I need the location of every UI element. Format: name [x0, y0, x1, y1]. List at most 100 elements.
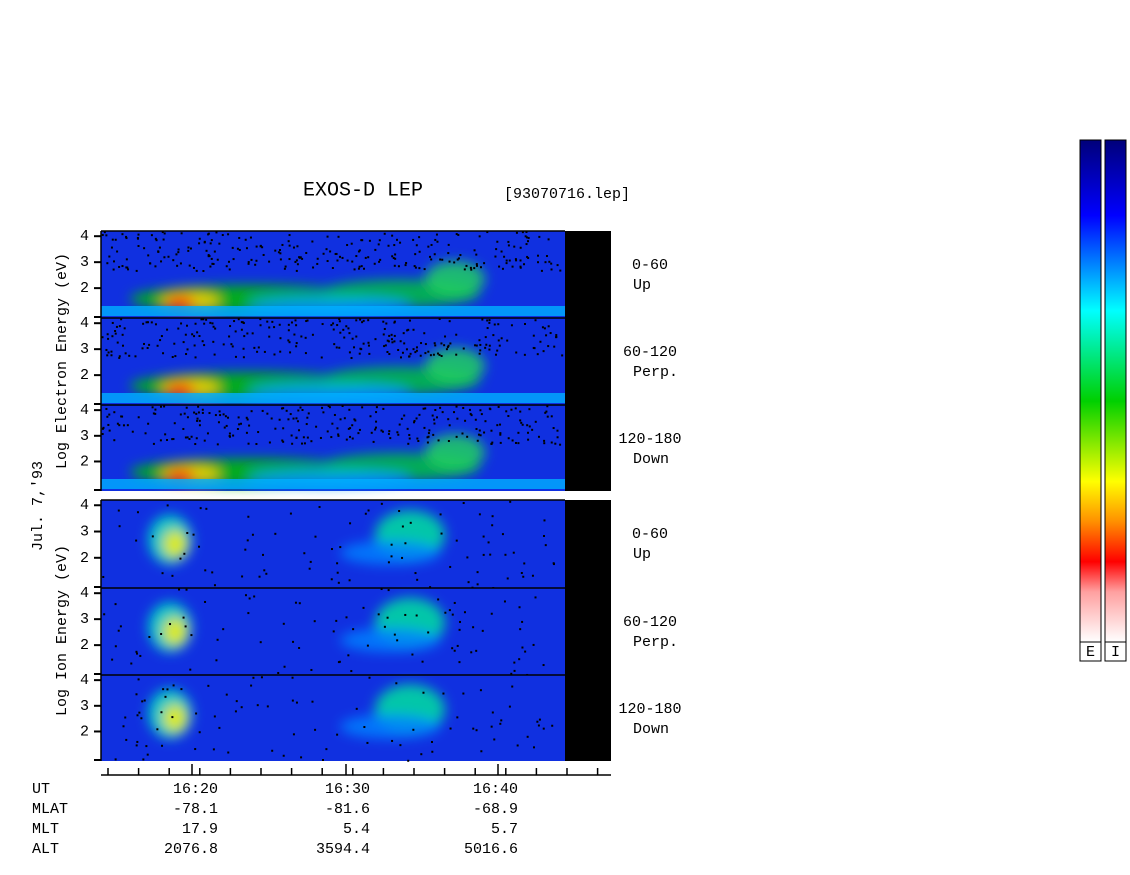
noise-pixel [393, 633, 396, 636]
noise-pixel [301, 408, 304, 411]
noise-pixel [390, 555, 393, 558]
noise-pixel [333, 413, 336, 416]
noise-pixel [225, 693, 228, 696]
noise-pixel [337, 434, 340, 437]
noise-pixel [234, 355, 237, 358]
noise-pixel [413, 265, 416, 268]
noise-pixel [139, 654, 142, 657]
noise-pixel [179, 413, 182, 416]
noise-pixel [390, 338, 393, 341]
noise-pixel [513, 661, 516, 664]
noise-pixel [427, 435, 430, 438]
noise-pixel [478, 429, 481, 432]
noise-pixel [198, 545, 201, 548]
y-tick-label: 2 [80, 453, 89, 470]
noise-pixel [117, 629, 120, 632]
noise-pixel [383, 345, 386, 348]
noise-pixel [268, 441, 271, 444]
noise-pixel [184, 436, 187, 439]
noise-pixel [516, 744, 519, 747]
noise-pixel [427, 245, 430, 248]
noise-pixel [455, 405, 458, 408]
noise-pixel [465, 264, 468, 267]
color-bar-label: E [1086, 644, 1095, 661]
y-tick-label: 2 [80, 280, 89, 297]
noise-pixel [295, 324, 298, 327]
noise-pixel [209, 265, 212, 268]
noise-pixel [499, 432, 502, 435]
noise-pixel [433, 422, 436, 425]
noise-pixel [456, 716, 459, 719]
noise-pixel [472, 727, 475, 730]
noise-pixel [232, 434, 235, 437]
noise-pixel [261, 553, 264, 556]
noise-pixel [333, 343, 336, 346]
noise-pixel [308, 567, 311, 570]
noise-pixel [110, 246, 113, 249]
orbit-value: -68.9 [473, 801, 518, 818]
noise-pixel [215, 659, 218, 662]
noise-pixel [179, 557, 182, 560]
noise-pixel [228, 335, 231, 338]
noise-pixel [158, 246, 161, 249]
noise-pixel [318, 505, 321, 508]
noise-pixel [519, 265, 522, 268]
noise-pixel [232, 258, 235, 261]
noise-pixel [290, 434, 293, 437]
noise-pixel [263, 569, 266, 572]
noise-pixel [110, 354, 113, 357]
noise-pixel [487, 541, 490, 544]
noise-pixel [423, 268, 426, 271]
noise-pixel [295, 345, 298, 348]
noise-pixel [548, 260, 551, 263]
noise-pixel [339, 331, 342, 334]
noise-pixel [488, 321, 491, 324]
noise-pixel [171, 356, 174, 359]
noise-pixel [415, 346, 418, 349]
noise-pixel [506, 577, 509, 580]
noise-pixel [119, 625, 122, 628]
color-bar-label-box [1104, 641, 1127, 662]
noise-pixel [279, 337, 282, 340]
noise-pixel [479, 266, 482, 269]
noise-pixel [389, 437, 392, 440]
noise-pixel [150, 234, 153, 237]
noise-pixel [553, 345, 556, 348]
noise-pixel [225, 265, 228, 268]
noise-pixel [388, 353, 391, 356]
noise-pixel [192, 266, 195, 269]
flux-region [163, 530, 187, 558]
noise-pixel [330, 436, 333, 439]
noise-pixel [350, 242, 353, 245]
noise-pixel [185, 588, 188, 591]
noise-pixel [313, 620, 316, 623]
noise-pixel [294, 601, 297, 604]
noise-pixel [218, 726, 221, 729]
noise-pixel [470, 268, 473, 271]
noise-pixel [247, 262, 250, 265]
noise-pixel [507, 240, 510, 243]
noise-pixel [173, 422, 176, 425]
noise-pixel [478, 235, 481, 238]
noise-pixel [325, 248, 328, 251]
noise-pixel [415, 349, 418, 352]
noise-pixel [204, 600, 207, 603]
noise-pixel [346, 259, 349, 262]
noise-pixel [212, 262, 215, 265]
noise-pixel [159, 339, 162, 342]
noise-pixel [134, 355, 137, 358]
y-tick-label: 3 [80, 523, 89, 540]
noise-pixel [408, 433, 411, 436]
noise-pixel [150, 321, 153, 324]
orbit-value: 16:30 [325, 781, 370, 798]
noise-pixel [322, 252, 325, 255]
noise-pixel [198, 242, 201, 245]
noise-pixel [213, 715, 216, 718]
noise-pixel [489, 408, 492, 411]
noise-pixel [406, 329, 409, 332]
noise-pixel [282, 440, 285, 443]
noise-pixel [397, 433, 400, 436]
noise-pixel [508, 259, 511, 262]
noise-pixel [439, 513, 442, 516]
noise-pixel [400, 417, 403, 420]
